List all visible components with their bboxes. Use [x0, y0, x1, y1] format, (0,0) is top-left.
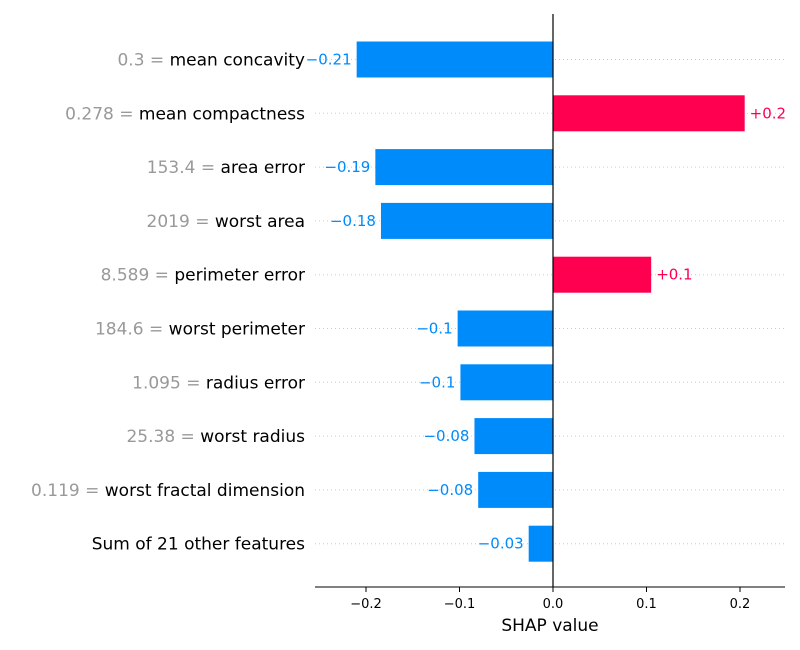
- feature-label: 153.4 = area error: [147, 158, 305, 178]
- x-tick-label: −0.1: [444, 597, 476, 612]
- equals-sign: =: [144, 320, 169, 340]
- shap-value-label: +0.2: [750, 104, 786, 122]
- feature-label: 2019 = worst area: [147, 212, 305, 232]
- x-axis-ticks: −0.2 −0.1 0.0 0.1 0.2: [350, 587, 750, 612]
- feature-label: 0.119 = worst fractal dimension: [31, 481, 305, 501]
- feature-value: 1.095: [132, 373, 181, 393]
- shap-bar: [474, 418, 553, 455]
- equals-sign: =: [175, 427, 200, 447]
- shap-value-label: +0.1: [656, 266, 692, 284]
- x-axis-title: SHAP value: [501, 616, 598, 636]
- shap-value-label: −0.08: [427, 481, 473, 499]
- x-tick-label: 0.0: [543, 597, 564, 612]
- equals-sign: =: [190, 212, 215, 232]
- feature-label: 0.3 = mean concavity: [117, 51, 305, 71]
- shap-bar: [478, 471, 553, 508]
- feature-name: area error: [221, 158, 305, 178]
- feature-name: radius error: [206, 373, 305, 393]
- shap-value-label: −0.1: [416, 320, 452, 338]
- equals-sign: =: [181, 373, 206, 393]
- feature-label: 8.589 = perimeter error: [101, 266, 305, 286]
- equals-sign: =: [149, 266, 174, 286]
- feature-value: 0.278: [65, 104, 114, 124]
- feature-label: 1.095 = radius error: [132, 373, 305, 393]
- feature-labels: 0.3 = mean concavity 0.278 = mean compact…: [31, 51, 305, 555]
- feature-value: 2019: [147, 212, 190, 232]
- shap-bar: [457, 310, 553, 347]
- x-tick-label: 0.2: [730, 597, 751, 612]
- feature-label: 25.38 = worst radius: [126, 427, 305, 447]
- shap-bar: [380, 202, 553, 239]
- shap-value-label: −0.19: [324, 158, 370, 176]
- x-tick-label: 0.1: [636, 597, 657, 612]
- shap-bar: [553, 95, 745, 132]
- equals-sign: =: [80, 481, 105, 501]
- equals-sign: =: [145, 51, 170, 71]
- shap-value-label: −0.03: [478, 535, 524, 553]
- shap-value-label: −0.18: [330, 212, 376, 230]
- equals-sign: =: [114, 104, 139, 124]
- feature-name: worst area: [215, 212, 305, 232]
- feature-label: Sum of 21 other features: [92, 535, 305, 555]
- shap-bar: [528, 525, 553, 562]
- feature-value: 153.4: [147, 158, 196, 178]
- feature-label: 184.6 = worst perimeter: [95, 320, 305, 340]
- feature-name: worst radius: [200, 427, 305, 447]
- shap-value-label: −0.08: [423, 427, 469, 445]
- shap-bar: [356, 41, 553, 78]
- shap-bar: [375, 149, 553, 186]
- feature-name: Sum of 21 other features: [92, 535, 305, 555]
- row-guides: [315, 59, 785, 545]
- feature-value: 184.6: [95, 320, 144, 340]
- feature-name: worst perimeter: [169, 320, 305, 340]
- shap-value-label: −0.21: [306, 51, 352, 69]
- feature-name: mean concavity: [170, 51, 305, 71]
- feature-label: 0.278 = mean compactness: [65, 104, 305, 124]
- bars: [356, 41, 745, 562]
- feature-name: worst fractal dimension: [105, 481, 305, 501]
- feature-name: mean compactness: [139, 104, 305, 124]
- feature-value: 0.3: [117, 51, 144, 71]
- feature-value: 0.119: [31, 481, 80, 501]
- shap-bar: [553, 256, 652, 293]
- data-labels: −0.21 +0.2 −0.19 −0.18 +0.1 −0.1 −0.1 −0.08 −0.0…: [306, 51, 786, 553]
- x-tick-label: −0.2: [350, 597, 382, 612]
- shap-bar: [460, 364, 553, 401]
- equals-sign: =: [195, 158, 220, 178]
- feature-name: perimeter error: [174, 266, 305, 286]
- feature-value: 25.38: [126, 427, 175, 447]
- shap-value-label: −0.1: [419, 373, 455, 391]
- feature-value: 8.589: [101, 266, 150, 286]
